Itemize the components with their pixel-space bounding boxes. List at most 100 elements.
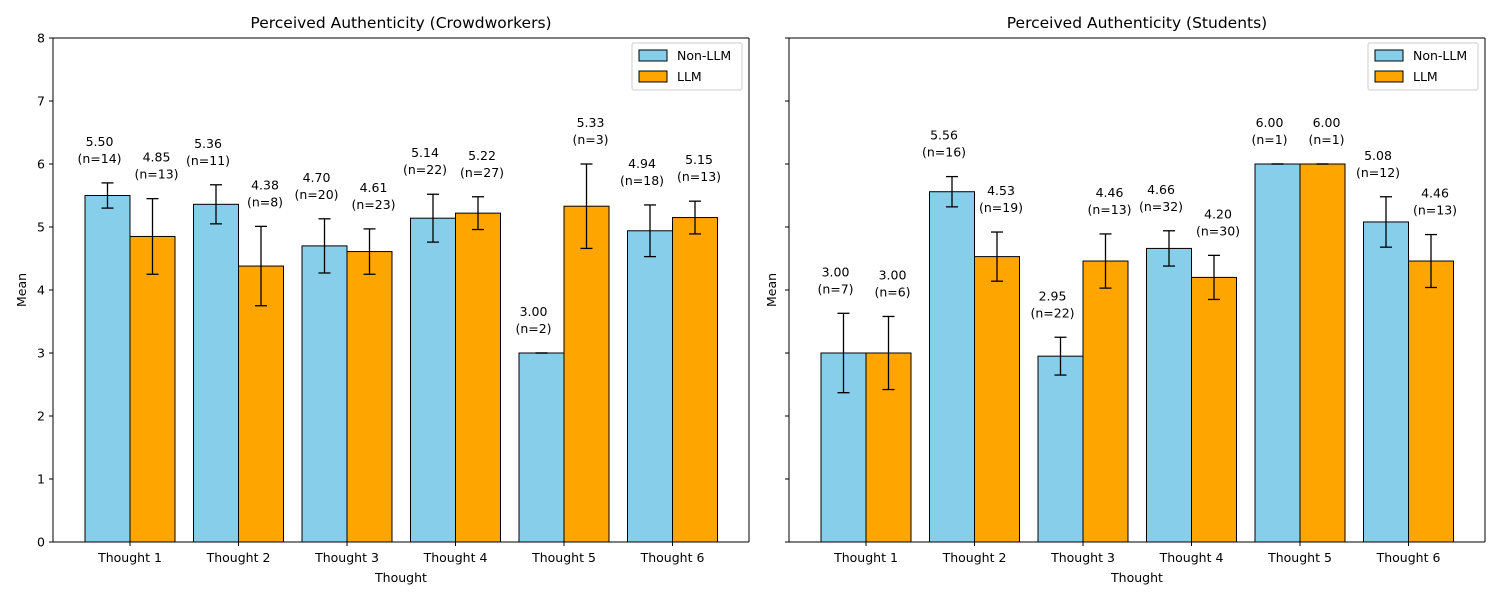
bar-llm xyxy=(1299,163,1346,543)
bar-llm xyxy=(455,212,501,543)
legend: Non-LLM LLM xyxy=(631,42,743,91)
x-tick-label: Thought 4 xyxy=(423,550,488,565)
data-label: 5.33 xyxy=(577,115,605,130)
n-label: (n=6) xyxy=(874,284,910,299)
bar-llm xyxy=(974,256,1020,543)
y-tick-label: 7 xyxy=(37,94,45,109)
y-tick-label: 2 xyxy=(37,409,45,424)
bar-nonllm xyxy=(1146,247,1192,543)
data-label: 4.53 xyxy=(987,183,1015,198)
x-tick-label: Thought 5 xyxy=(531,550,596,565)
data-label: 5.14 xyxy=(411,145,439,160)
data-label: 4.38 xyxy=(251,177,279,192)
n-label: (n=7) xyxy=(817,281,853,296)
x-tick-label: Thought 1 xyxy=(833,550,898,565)
legend-swatch-nonllm xyxy=(1374,49,1404,62)
n-label: (n=22) xyxy=(1030,305,1074,320)
data-label: 5.15 xyxy=(685,152,713,167)
bar-nonllm xyxy=(518,352,565,543)
data-label: 4.94 xyxy=(628,156,656,171)
bar-llm xyxy=(346,251,393,543)
data-label: 5.36 xyxy=(194,136,222,151)
n-label: (n=13) xyxy=(677,169,721,184)
data-label: 5.22 xyxy=(468,148,496,163)
n-label: (n=16) xyxy=(922,145,966,160)
bar-llm xyxy=(129,235,176,543)
bar-nonllm xyxy=(1037,355,1084,543)
n-label: (n=14) xyxy=(77,151,121,166)
x-tick-label: Thought 2 xyxy=(206,550,271,565)
data-label: 6.00 xyxy=(1256,115,1284,130)
n-label: (n=8) xyxy=(247,194,283,209)
data-label: 3.00 xyxy=(520,304,548,319)
legend-label-llm: LLM xyxy=(677,69,702,84)
x-tick-label: Thought 5 xyxy=(1267,550,1332,565)
x-tick-label: Thought 4 xyxy=(1159,550,1224,565)
data-label: 5.50 xyxy=(86,134,114,149)
data-label: 4.61 xyxy=(360,180,388,195)
data-label: 3.00 xyxy=(822,264,850,279)
x-axis-label: Thought xyxy=(1110,570,1163,585)
x-axis-label: Thought xyxy=(374,570,427,585)
x-tick-label: Thought 1 xyxy=(97,550,162,565)
n-label: (n=23) xyxy=(351,197,395,212)
n-label: (n=30) xyxy=(1196,223,1240,238)
n-label: (n=32) xyxy=(1139,199,1183,214)
bar-llm xyxy=(1191,276,1237,543)
y-tick-label: 5 xyxy=(37,220,45,235)
x-tick-label: Thought 6 xyxy=(1376,550,1441,565)
bar-llm xyxy=(1082,260,1129,543)
n-label: (n=20) xyxy=(294,187,338,202)
plot-area: Thought 1 3.00 (n=7) 3.00 (n=6) Thought 2 5.56… xyxy=(785,37,1486,565)
bar-llm xyxy=(1408,260,1454,543)
bar-llm xyxy=(238,265,284,543)
y-tick-label: 4 xyxy=(37,283,45,298)
bar-nonllm xyxy=(627,230,673,543)
legend: Non-LLM LLM xyxy=(1367,42,1479,91)
n-label: (n=12) xyxy=(1356,165,1400,180)
legend-label-nonllm: Non-LLM xyxy=(677,48,731,63)
chart-crowdworkers: Perceived Authenticity (Crowdworkers) Th… xyxy=(14,14,750,585)
chart-title: Perceived Authenticity (Students) xyxy=(1007,14,1267,32)
legend-swatch-nonllm xyxy=(638,49,668,62)
data-label: 4.20 xyxy=(1204,206,1232,221)
y-tick-label: 0 xyxy=(37,535,45,550)
n-label: (n=3) xyxy=(572,132,608,147)
y-tick-label: 1 xyxy=(37,472,45,487)
n-label: (n=18) xyxy=(620,173,664,188)
n-label: (n=19) xyxy=(979,200,1023,215)
bar-nonllm xyxy=(1254,163,1301,543)
x-tick-label: Thought 2 xyxy=(942,550,1007,565)
data-label: 4.85 xyxy=(143,150,171,165)
x-tick-label: Thought 6 xyxy=(640,550,705,565)
y-axis-label: Mean xyxy=(764,273,779,307)
data-label: 4.46 xyxy=(1421,186,1449,201)
y-axis-label: Mean xyxy=(14,273,29,307)
n-label: (n=22) xyxy=(403,162,447,177)
n-label: (n=1) xyxy=(1251,132,1287,147)
y-tick-label: 3 xyxy=(37,346,45,361)
bar-llm xyxy=(563,205,610,543)
y-tick-label: 8 xyxy=(37,31,45,46)
data-label: 5.08 xyxy=(1364,148,1392,163)
n-label: (n=1) xyxy=(1308,132,1344,147)
data-label: 6.00 xyxy=(1313,115,1341,130)
legend-label-llm: LLM xyxy=(1413,69,1438,84)
data-label: 3.00 xyxy=(879,267,907,282)
n-label: (n=13) xyxy=(1087,202,1131,217)
n-label: (n=11) xyxy=(186,153,230,168)
n-label: (n=27) xyxy=(460,165,504,180)
data-label: 5.56 xyxy=(930,128,958,143)
legend-swatch-llm xyxy=(638,70,668,83)
n-label: (n=13) xyxy=(134,167,178,182)
bar-nonllm xyxy=(1363,221,1409,543)
x-tick-label: Thought 3 xyxy=(314,550,379,565)
n-label: (n=13) xyxy=(1413,203,1457,218)
data-label: 4.66 xyxy=(1147,182,1175,197)
data-label: 4.46 xyxy=(1096,185,1124,200)
x-tick-label: Thought 3 xyxy=(1050,550,1115,565)
bar-llm xyxy=(672,217,718,543)
n-label: (n=2) xyxy=(515,321,551,336)
bar-nonllm xyxy=(84,195,131,543)
